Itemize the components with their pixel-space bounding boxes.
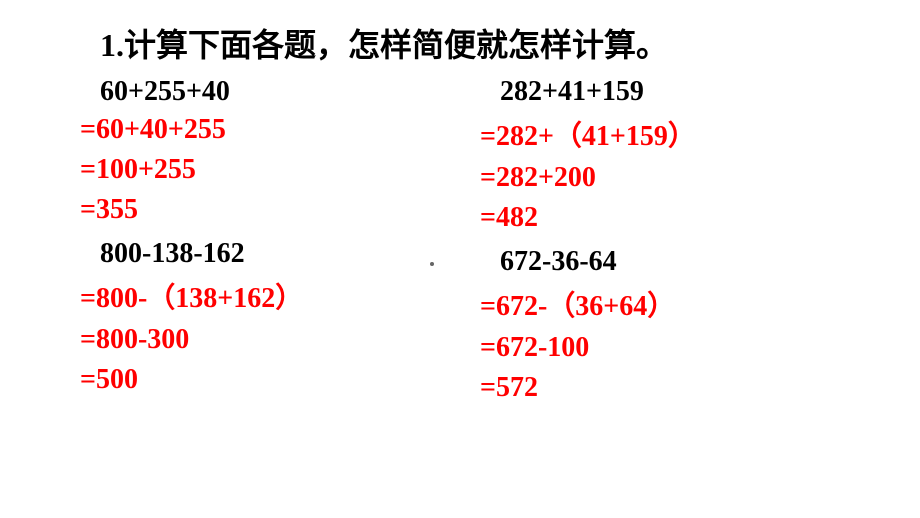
solution-step: =500 xyxy=(80,364,420,396)
problem-expression: 800-138-162 xyxy=(100,238,420,270)
solution-step: =482 xyxy=(480,202,860,234)
problem-expression: 282+41+159 xyxy=(500,76,860,108)
problem-expression: 60+255+40 xyxy=(100,76,420,108)
solution-step: =100+255 xyxy=(80,154,420,186)
problem-expression: 672-36-64 xyxy=(500,246,860,278)
solution-step: =672-100 xyxy=(480,332,860,364)
solution-step: =672-（36+64） xyxy=(480,284,860,324)
solution-step: =800-（138+162） xyxy=(80,276,420,316)
column-left: 60+255+40 =60+40+255 =100+255 =355 800-1… xyxy=(80,76,420,412)
solution-step: =60+40+255 xyxy=(80,114,420,146)
solution-step: =282+（41+159） xyxy=(480,114,860,154)
solution-step: =572 xyxy=(480,372,860,404)
column-right: 282+41+159 =282+（41+159） =282+200 =482 6… xyxy=(480,76,860,412)
solution-step: =282+200 xyxy=(480,162,860,194)
page-title: 1.计算下面各题，怎样简便就怎样计算。 xyxy=(100,20,920,66)
content-area: 60+255+40 =60+40+255 =100+255 =355 800-1… xyxy=(80,76,920,412)
solution-step: =355 xyxy=(80,194,420,226)
decorative-dot xyxy=(430,262,434,266)
solution-step: =800-300 xyxy=(80,324,420,356)
